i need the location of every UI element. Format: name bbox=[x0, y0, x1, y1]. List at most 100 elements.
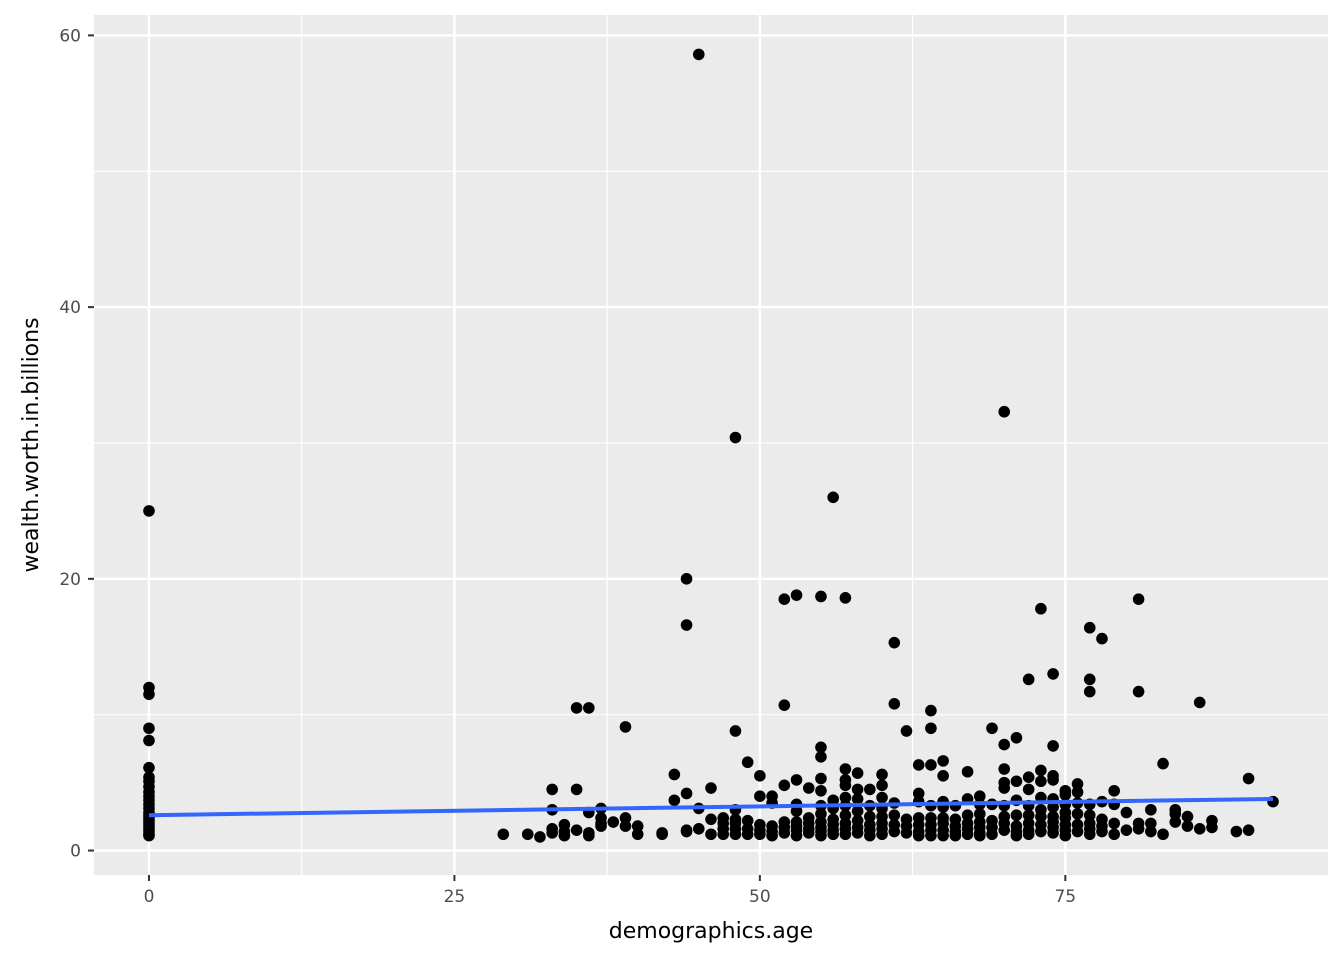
data-point bbox=[839, 828, 852, 841]
data-point bbox=[790, 589, 803, 601]
data-point bbox=[1035, 775, 1047, 788]
data-point bbox=[888, 809, 901, 822]
data-point bbox=[839, 779, 852, 792]
data-point bbox=[888, 698, 901, 710]
data-point bbox=[705, 782, 717, 794]
data-point bbox=[1083, 673, 1096, 686]
data-point bbox=[546, 783, 558, 796]
data-point bbox=[143, 722, 155, 735]
data-point bbox=[876, 779, 888, 792]
data-point bbox=[973, 829, 986, 842]
data-point bbox=[778, 827, 791, 839]
data-point bbox=[912, 787, 925, 800]
data-point bbox=[1157, 757, 1169, 770]
data-point bbox=[741, 756, 754, 769]
data-point bbox=[839, 809, 852, 822]
data-point bbox=[1047, 801, 1059, 813]
data-point bbox=[143, 505, 155, 517]
data-point bbox=[1059, 789, 1072, 801]
data-point bbox=[851, 793, 864, 805]
data-point bbox=[912, 829, 925, 842]
data-point bbox=[802, 782, 815, 794]
data-point bbox=[778, 593, 791, 606]
data-point bbox=[815, 772, 827, 785]
data-point bbox=[497, 828, 510, 841]
data-point bbox=[851, 767, 864, 779]
data-point bbox=[876, 791, 888, 804]
data-point bbox=[790, 829, 803, 842]
data-point bbox=[1181, 810, 1194, 823]
data-point bbox=[827, 828, 839, 841]
data-point bbox=[1193, 823, 1206, 835]
data-point bbox=[998, 782, 1011, 794]
data-point bbox=[705, 828, 717, 841]
data-point bbox=[680, 787, 693, 800]
data-point bbox=[815, 808, 827, 820]
data-point bbox=[827, 794, 839, 807]
data-point bbox=[790, 774, 803, 786]
data-points bbox=[143, 48, 1279, 843]
data-point bbox=[631, 828, 644, 841]
data-point bbox=[1169, 808, 1182, 820]
data-point bbox=[1022, 828, 1035, 841]
x-tick-label: 25 bbox=[444, 887, 466, 907]
data-point bbox=[925, 722, 937, 735]
data-point bbox=[864, 810, 876, 823]
data-point bbox=[1193, 696, 1206, 709]
data-point bbox=[1157, 828, 1169, 841]
data-point bbox=[619, 812, 632, 824]
data-point bbox=[937, 829, 949, 842]
data-point bbox=[692, 48, 705, 61]
data-point bbox=[1035, 602, 1047, 615]
data-point bbox=[839, 791, 852, 804]
data-point bbox=[1035, 764, 1047, 777]
data-point bbox=[705, 813, 717, 826]
data-point bbox=[143, 761, 155, 774]
data-point bbox=[1120, 806, 1133, 819]
y-axis: 0 20 40 60 bbox=[59, 26, 94, 862]
data-point bbox=[1206, 821, 1218, 834]
data-point bbox=[631, 820, 644, 832]
y-tick-label: 40 bbox=[59, 298, 81, 318]
data-point bbox=[558, 829, 571, 842]
x-axis-title: demographics.age bbox=[609, 919, 813, 944]
data-point bbox=[521, 828, 534, 841]
data-point bbox=[1047, 740, 1059, 752]
data-point bbox=[1035, 825, 1047, 838]
data-point bbox=[741, 828, 754, 841]
trend-line bbox=[148, 796, 1274, 818]
data-point bbox=[1145, 817, 1157, 830]
data-point bbox=[961, 765, 974, 778]
data-point bbox=[534, 831, 546, 843]
data-point bbox=[815, 829, 827, 842]
data-point bbox=[961, 828, 974, 841]
data-point bbox=[1108, 784, 1120, 797]
data-point bbox=[1059, 829, 1072, 842]
data-point bbox=[888, 825, 901, 838]
data-point bbox=[998, 738, 1011, 751]
data-point bbox=[1022, 673, 1035, 686]
y-tick-label: 20 bbox=[59, 570, 81, 590]
data-point bbox=[888, 636, 901, 649]
data-point bbox=[741, 814, 754, 827]
data-point bbox=[729, 431, 742, 444]
data-point bbox=[583, 702, 595, 714]
data-point bbox=[619, 721, 632, 733]
data-point bbox=[546, 827, 558, 839]
y-tick-label: 60 bbox=[59, 26, 81, 46]
data-point bbox=[1071, 825, 1084, 838]
data-point bbox=[937, 755, 949, 767]
data-point bbox=[1083, 828, 1096, 841]
data-point bbox=[1145, 803, 1157, 816]
data-point bbox=[876, 768, 888, 781]
data-point bbox=[973, 790, 986, 803]
data-point bbox=[815, 590, 827, 603]
data-point bbox=[778, 779, 791, 792]
data-point bbox=[692, 823, 705, 835]
data-point bbox=[1010, 731, 1023, 744]
data-point bbox=[839, 763, 852, 775]
data-point bbox=[1230, 825, 1243, 838]
data-point bbox=[998, 405, 1011, 418]
data-point bbox=[1010, 809, 1023, 822]
data-point bbox=[851, 805, 864, 817]
